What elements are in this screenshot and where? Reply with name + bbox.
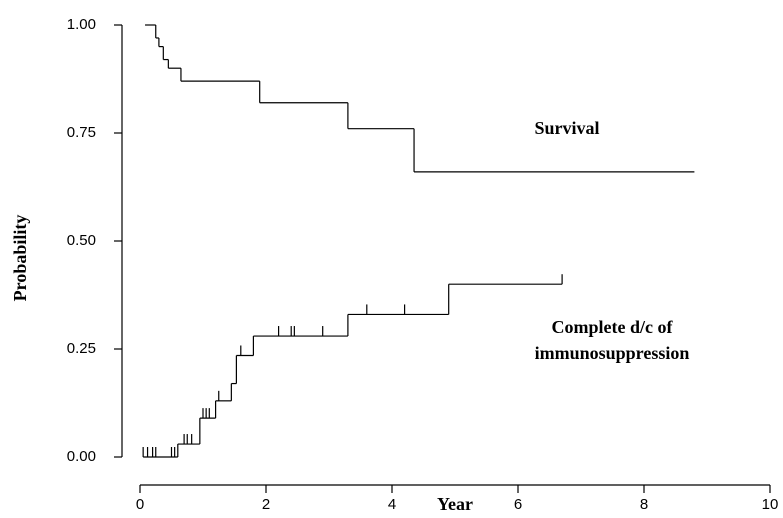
x-tick-label: 4 [388, 496, 396, 513]
x-axis-title: Year [437, 494, 473, 514]
annotation: Survival [534, 118, 599, 138]
x-tick-label: 10 [762, 496, 779, 513]
x-tick-label: 2 [262, 496, 270, 513]
annotation: Complete d/c of [552, 317, 674, 337]
x-tick-label: 0 [136, 496, 144, 513]
annotation: immunosuppression [535, 343, 690, 363]
y-tick-label: 0.25 [67, 340, 96, 357]
y-tick-label: 1.00 [67, 16, 96, 33]
x-tick-label: 6 [514, 496, 522, 513]
x-tick-label: 8 [640, 496, 648, 513]
y-tick-label: 0.75 [67, 124, 96, 141]
y-axis-title: Probability [10, 215, 30, 302]
y-tick-label: 0.50 [67, 232, 96, 249]
y-tick-label: 0.00 [67, 448, 96, 465]
